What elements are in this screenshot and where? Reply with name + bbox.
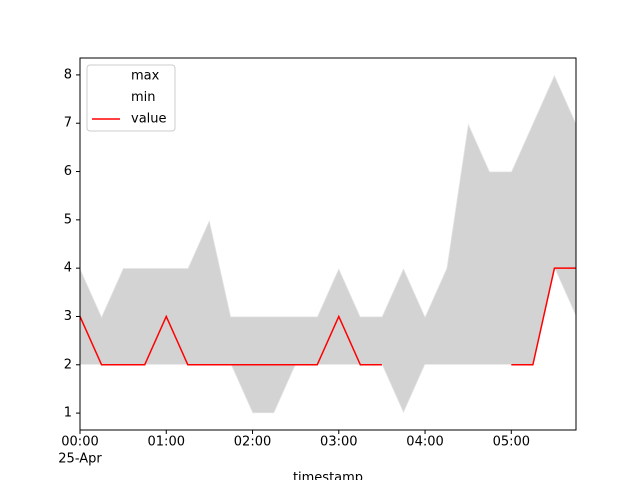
band-area — [80, 74, 576, 414]
series-line — [79, 267, 576, 366]
y-tick-label: 4 — [64, 261, 72, 276]
x-tick-label: 02:00 — [234, 435, 271, 450]
plot-frame — [79, 57, 577, 431]
x-axis-label: timestamp — [293, 471, 363, 480]
x-tick-label: 04:00 — [406, 435, 443, 450]
series-line — [79, 73, 577, 319]
x-tick-label: 05:00 — [493, 435, 530, 450]
y-tick-label: 6 — [64, 164, 72, 179]
x-tick-label: 03:00 — [320, 435, 357, 450]
x-tick-label: 01:00 — [148, 435, 185, 450]
legend-label: min — [131, 90, 156, 105]
y-tick-label: 1 — [64, 406, 72, 421]
x-date-label: 25-Apr — [58, 452, 102, 467]
y-tick-label: 5 — [64, 212, 72, 227]
legend-label: max — [131, 69, 160, 84]
series-line — [80, 265, 577, 415]
y-tick-label: 7 — [64, 116, 72, 131]
legend-label: value — [131, 112, 167, 127]
y-tick-label: 8 — [64, 67, 72, 82]
x-tick-label: 00:00 — [61, 435, 98, 450]
y-tick-label: 2 — [64, 357, 72, 372]
y-tick-label: 3 — [64, 309, 72, 324]
legend-box — [86, 64, 176, 132]
